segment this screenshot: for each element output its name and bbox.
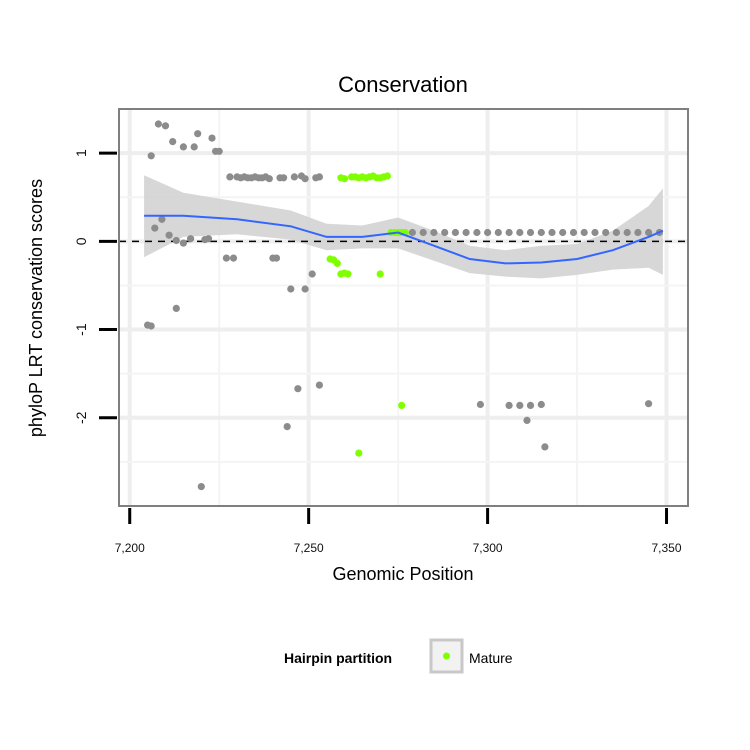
point-other: [484, 228, 492, 237]
y-tick-label: 1: [73, 149, 89, 157]
point-other: [294, 385, 302, 393]
point-other: [197, 483, 205, 491]
point-other: [516, 401, 524, 409]
point-other: [526, 401, 535, 409]
point-other: [612, 228, 621, 237]
point-other: [526, 228, 535, 237]
point-other: [161, 122, 170, 130]
point-other: [516, 228, 524, 237]
point-other: [591, 228, 599, 237]
plot-frame: [118, 108, 689, 507]
confidence-band-area: [144, 175, 663, 279]
point-other: [190, 143, 198, 151]
point-other: [473, 228, 481, 237]
chart-title: Conservation: [338, 72, 468, 97]
point-other: [430, 228, 438, 237]
point-other: [194, 130, 202, 138]
point-other: [226, 173, 234, 181]
x-tick-label: 7,300: [473, 541, 503, 555]
point-other: [283, 423, 291, 431]
point-other: [548, 228, 556, 237]
x-tick-label: 7,250: [294, 541, 324, 555]
x-tick-label: 7,350: [652, 541, 682, 555]
x-axis-label: Genomic Position: [332, 564, 473, 584]
point-other: [215, 147, 223, 155]
point-other: [222, 254, 230, 262]
point-other: [569, 228, 578, 237]
point-other: [419, 228, 427, 237]
plot-area: [119, 109, 688, 506]
confidence-band: [144, 175, 663, 279]
point-other: [494, 228, 502, 237]
y-tick-label: -2: [73, 411, 89, 424]
plot-background: [119, 109, 688, 506]
legend-dot-mature: [443, 652, 450, 660]
y-tick-label: -1: [73, 323, 89, 336]
point-other: [580, 228, 588, 237]
point-other: [172, 236, 180, 245]
point-other: [165, 231, 173, 239]
point-other: [169, 138, 177, 146]
point-other: [265, 175, 273, 183]
point-other: [559, 228, 567, 237]
point-other: [476, 400, 484, 409]
point-other: [301, 285, 309, 293]
point-other: [451, 228, 459, 237]
point-other: [179, 239, 187, 247]
point-other: [462, 228, 470, 237]
point-other: [623, 228, 631, 237]
point-other: [634, 228, 642, 237]
point-other: [287, 285, 295, 293]
point-other: [408, 228, 416, 237]
point-other: [229, 254, 238, 262]
point-other: [645, 400, 653, 408]
point-other: [537, 228, 545, 237]
x-axis: 7,200 7,250 7,300 7,350: [115, 508, 682, 555]
point-other: [541, 443, 549, 451]
point-other: [315, 381, 323, 389]
point-other: [172, 304, 180, 312]
point-other: [537, 400, 545, 409]
point-other: [204, 235, 213, 243]
point-mature: [340, 175, 349, 183]
point-mature: [344, 270, 352, 278]
y-tick-label: 0: [73, 237, 89, 245]
point-other: [272, 254, 281, 262]
plot-border: [118, 108, 689, 507]
point-other: [523, 416, 531, 424]
smooth-curve: [144, 214, 664, 265]
point-other: [315, 173, 323, 181]
point-mature: [376, 270, 384, 278]
x-tick-label: 7,200: [115, 541, 145, 555]
point-mature: [355, 449, 363, 457]
point-mature: [398, 401, 406, 409]
smooth-line: [144, 214, 664, 265]
legend-title: Hairpin partition: [284, 650, 392, 666]
point-other: [147, 322, 155, 330]
point-other: [308, 270, 316, 278]
point-other: [154, 120, 162, 128]
y-axis: 1 0 -1 -2: [73, 149, 117, 424]
point-other: [147, 152, 155, 160]
point-mature: [383, 172, 391, 180]
point-other: [645, 228, 653, 237]
point-mature: [333, 259, 341, 267]
point-other: [158, 215, 166, 223]
point-other: [280, 174, 288, 182]
point-other: [505, 228, 513, 237]
point-other: [187, 235, 195, 243]
point-other: [505, 401, 513, 409]
legend: Hairpin partition Mature: [284, 638, 513, 674]
point-other: [441, 228, 449, 237]
y-axis-label: phyloP LRT conservation scores: [26, 179, 46, 437]
point-other: [301, 175, 309, 183]
legend-label-mature: Mature: [469, 650, 513, 666]
point-other: [290, 173, 298, 181]
point-other: [208, 134, 216, 142]
point-other: [602, 228, 610, 237]
point-other: [151, 224, 159, 232]
point-other: [179, 143, 187, 151]
